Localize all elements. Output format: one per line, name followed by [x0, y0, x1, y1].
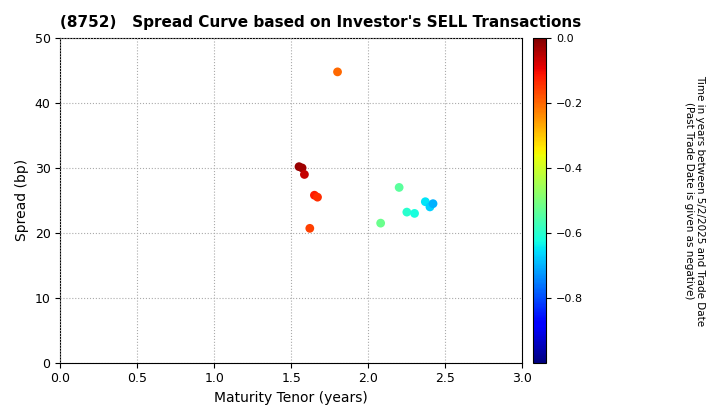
Point [427, 200, 438, 207]
Point [393, 184, 405, 191]
Point [299, 171, 310, 178]
Point [293, 163, 305, 170]
Point [401, 209, 413, 215]
Point [304, 225, 315, 232]
X-axis label: Maturity Tenor (years): Maturity Tenor (years) [215, 391, 368, 405]
Y-axis label: Time in years between 5/2/2025 and Trade Date
(Past Trade Date is given as negat: Time in years between 5/2/2025 and Trade… [683, 75, 705, 326]
Text: (8752)   Spread Curve based on Investor's SELL Transactions: (8752) Spread Curve based on Investor's … [60, 15, 582, 30]
Point [297, 165, 308, 171]
Point [312, 194, 323, 200]
Y-axis label: Spread (bp): Spread (bp) [15, 159, 29, 242]
Point [309, 192, 320, 199]
Point [332, 68, 343, 75]
Point [420, 198, 431, 205]
Point [424, 204, 436, 210]
Point [375, 220, 387, 226]
Point [409, 210, 420, 217]
